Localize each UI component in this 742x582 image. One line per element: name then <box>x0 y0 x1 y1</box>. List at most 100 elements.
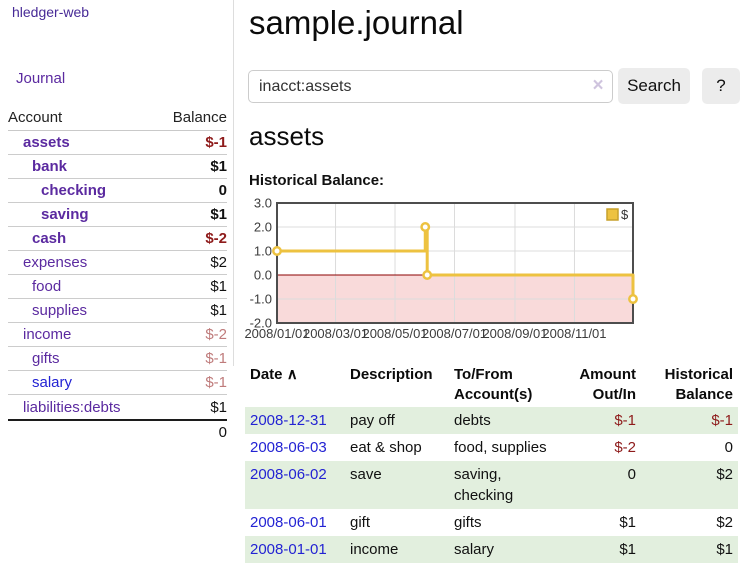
accounts-total-value: 0 <box>218 424 227 441</box>
search-input[interactable] <box>248 70 613 103</box>
register-row: 2008-12-31 pay off debts $-1 $-1 <box>245 407 738 434</box>
sidebar-account-balance: $1 <box>210 398 227 416</box>
transaction-balance: $2 <box>716 514 733 531</box>
sidebar-account-row: liabilities:debts $1 <box>8 395 227 419</box>
sidebar-account-balance: $-2 <box>205 230 227 247</box>
register-row: 2008-06-03 eat & shop food, supplies $-2… <box>245 434 738 461</box>
sidebar-account-balance: $-1 <box>205 134 227 151</box>
transaction-balance: $-1 <box>711 412 733 429</box>
transaction-balance: $1 <box>716 541 733 558</box>
transaction-accounts: salary <box>454 541 495 558</box>
search-button[interactable]: Search <box>618 68 690 104</box>
brand-link[interactable]: hledger-web <box>12 4 90 20</box>
balance-column-header-register: Historical Balance <box>664 366 733 403</box>
sidebar-account-balance: $-1 <box>205 374 227 391</box>
transaction-description: income <box>350 541 399 558</box>
account-column-header: Account <box>8 109 63 126</box>
search-help-button[interactable]: ? <box>702 68 740 104</box>
sidebar-account-link[interactable]: salary <box>32 374 73 391</box>
sidebar-account-link[interactable]: supplies <box>32 302 88 319</box>
transaction-amount: $1 <box>619 514 636 531</box>
y-axis-labels: 3.0 2.0 1.0 0.0 -1.0 -2.0 <box>250 196 272 331</box>
sidebar-account-link[interactable]: assets <box>23 134 70 151</box>
transaction-accounts: saving, checking <box>454 466 514 504</box>
data-point <box>422 270 433 280</box>
data-point <box>420 222 431 232</box>
data-point <box>628 294 638 304</box>
transaction-amount: $-1 <box>614 412 636 429</box>
transaction-date-link[interactable]: 2008-06-01 <box>250 514 327 531</box>
transaction-description: pay off <box>350 412 395 429</box>
transaction-accounts: gifts <box>454 514 482 531</box>
register-table: Date ∧ Description To/From Account(s) Am… <box>245 363 738 563</box>
accounts-table: Account Balance assets $-1 bank $1 check… <box>8 102 227 444</box>
register-row: 2008-06-01 gift gifts $1 $2 <box>245 509 738 536</box>
sidebar-account-row: gifts $-1 <box>8 347 227 371</box>
sidebar-account-link[interactable]: checking <box>41 182 107 199</box>
transaction-balance: $2 <box>716 466 733 483</box>
legend-label: $ <box>621 207 629 222</box>
svg-text:2008/05/01: 2008/05/01 <box>362 326 427 341</box>
sidebar-account-row: checking 0 <box>8 179 227 203</box>
sidebar-account-row: bank $1 <box>8 155 227 179</box>
sidebar-account-balance: $-1 <box>205 350 227 367</box>
date-column-header[interactable]: Date ∧ <box>250 366 298 383</box>
sidebar-divider <box>233 0 234 366</box>
sidebar-account-balance: $2 <box>210 254 227 271</box>
svg-text:1.0: 1.0 <box>254 244 272 259</box>
svg-text:2008/07/01: 2008/07/01 <box>422 326 487 341</box>
legend-swatch <box>606 208 619 221</box>
svg-text:2.0: 2.0 <box>254 220 272 235</box>
sidebar-account-link[interactable]: bank <box>32 158 68 175</box>
transaction-accounts: debts <box>454 412 491 429</box>
page-title: sample.journal <box>249 4 464 41</box>
sidebar-account-link[interactable]: expenses <box>23 254 88 271</box>
sidebar-account-balance: $1 <box>210 206 227 223</box>
svg-text:2008/09/01: 2008/09/01 <box>482 326 547 341</box>
description-column-header: Description <box>350 366 433 383</box>
transaction-description: gift <box>350 514 371 531</box>
amount-column-header: Amount Out/In <box>579 366 636 403</box>
sidebar-account-row: assets $-1 <box>8 131 227 155</box>
sidebar-account-link[interactable]: gifts <box>32 350 60 367</box>
svg-text:2008/03/01: 2008/03/01 <box>303 326 368 341</box>
sidebar-account-row: supplies $1 <box>8 299 227 323</box>
svg-text:2008/01/01: 2008/01/01 <box>244 326 309 341</box>
main-content: sample.journal × Search ? assets Histori… <box>244 0 742 582</box>
sidebar-account-row: salary $-1 <box>8 371 227 395</box>
historical-balance-chart: 3.0 2.0 1.0 0.0 -1.0 -2.0 2008/01/01 2008/03/01… <box>238 195 742 347</box>
sidebar-item-journal[interactable]: Journal <box>16 70 66 87</box>
chart-title-label: Historical Balance: <box>249 172 385 189</box>
accounts-rows: assets $-1 bank $1 checking 0 saving $1 … <box>8 131 227 419</box>
sidebar-account-row: cash $-2 <box>8 227 227 251</box>
transaction-description: save <box>350 466 382 483</box>
data-point <box>272 246 282 256</box>
transaction-date-link[interactable]: 2008-06-02 <box>250 466 327 483</box>
accounts-column-header: To/From Account(s) <box>454 366 533 403</box>
sidebar-account-balance: $1 <box>210 158 227 175</box>
transaction-amount: 0 <box>627 466 636 483</box>
sidebar-account-link[interactable]: income <box>23 326 72 343</box>
transaction-date-link[interactable]: 2008-06-03 <box>250 439 327 456</box>
svg-text:2008/11/01: 2008/11/01 <box>542 326 606 341</box>
clear-search-icon[interactable]: × <box>592 75 604 96</box>
sidebar-account-balance: $1 <box>210 302 227 319</box>
transaction-amount: $1 <box>619 541 636 558</box>
x-axis-labels: 2008/01/012008/03/012008/05/012008/07/01… <box>244 326 606 341</box>
svg-text:0.0: 0.0 <box>254 268 272 283</box>
transaction-date-link[interactable]: 2008-01-01 <box>250 541 327 558</box>
search-form: × Search ? <box>248 66 742 106</box>
sidebar-account-link[interactable]: liabilities:debts <box>23 398 121 416</box>
sidebar-account-row: food $1 <box>8 275 227 299</box>
sidebar-account-row: income $-2 <box>8 323 227 347</box>
sidebar-account-link[interactable]: food <box>32 278 62 295</box>
sort-ascending-icon: ∧ <box>286 366 298 383</box>
sidebar-account-link[interactable]: cash <box>32 230 67 247</box>
balance-column-header: Balance <box>172 109 227 126</box>
sidebar-account-row: expenses $2 <box>8 251 227 275</box>
sidebar-account-link[interactable]: saving <box>41 206 89 223</box>
transaction-date-link[interactable]: 2008-12-31 <box>250 412 327 429</box>
transaction-amount: $-2 <box>614 439 636 456</box>
register-rows: 2008-12-31 pay off debts $-1 $-1 2008-06… <box>245 407 738 563</box>
transaction-accounts: food, supplies <box>454 439 547 456</box>
